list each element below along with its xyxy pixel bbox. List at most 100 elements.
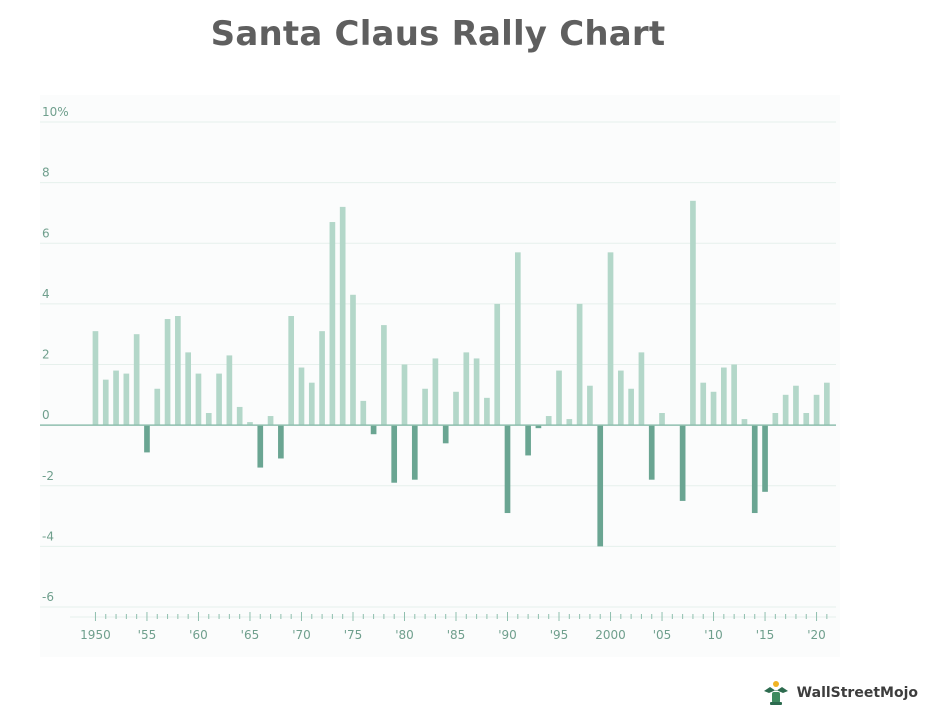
bar-1966 <box>257 425 264 468</box>
x-tick-label: '90 <box>498 628 517 642</box>
bar-1989 <box>494 303 501 426</box>
bar-1959 <box>185 352 191 426</box>
bar-1995 <box>556 370 562 426</box>
bar-1986 <box>463 352 470 426</box>
y-tick-label: 4 <box>42 287 50 301</box>
bar-1976 <box>360 400 367 426</box>
bar-2003 <box>638 352 645 426</box>
bar-2019 <box>803 413 810 426</box>
bar-1958 <box>175 316 181 426</box>
bar-1963 <box>226 355 233 426</box>
bar-1951 <box>102 379 109 426</box>
x-tick-label: '05 <box>653 628 672 642</box>
bar-2007 <box>679 425 686 501</box>
bar-1952 <box>113 370 119 426</box>
bar-1972 <box>319 331 325 426</box>
grid-lines <box>40 121 836 608</box>
x-tick-label: '10 <box>704 628 723 642</box>
bar-1957 <box>164 319 171 426</box>
x-tick-label: '85 <box>447 628 466 642</box>
bar-1978 <box>381 325 387 426</box>
bar-1996 <box>566 419 573 426</box>
y-tick-label: -4 <box>42 529 54 543</box>
bar-1970 <box>298 367 305 426</box>
bar-1990 <box>504 425 511 514</box>
bar-2012 <box>731 364 737 426</box>
bar-2015 <box>762 425 768 492</box>
bar-1983 <box>432 358 439 426</box>
bar-1973 <box>329 222 336 426</box>
bar-2014 <box>751 425 758 514</box>
chart-title: Santa Claus Rally Chart <box>210 14 666 54</box>
bar-1964 <box>236 406 243 426</box>
bar-2020 <box>813 394 820 426</box>
bar-1969 <box>288 316 295 426</box>
bar-1984 <box>442 425 449 444</box>
bar-1968 <box>278 425 284 459</box>
y-tick-label: 0 <box>42 408 50 422</box>
bar-1962 <box>216 373 222 426</box>
x-tick-label: '95 <box>550 628 569 642</box>
y-tick-label: -6 <box>42 590 54 604</box>
x-tick-label: '65 <box>241 628 260 642</box>
bar-1992 <box>525 425 531 456</box>
x-tick-label: '55 <box>138 628 157 642</box>
x-tick-label: '80 <box>395 628 414 642</box>
bar-1998 <box>587 385 593 426</box>
bar-2021 <box>824 382 830 426</box>
bar-1971 <box>308 382 315 426</box>
bar-1999 <box>597 425 604 547</box>
bar-1974 <box>339 206 346 426</box>
x-tick-label: '75 <box>344 628 363 642</box>
bar-2013 <box>741 419 748 426</box>
x-tick-label: 2000 <box>595 628 626 642</box>
y-tick-label: 10% <box>42 105 69 119</box>
bar-2008 <box>690 200 696 426</box>
x-tick-label: '70 <box>292 628 311 642</box>
bar-1987 <box>473 358 480 426</box>
x-tick-label: '20 <box>807 628 826 642</box>
bar-1953 <box>123 373 130 426</box>
bar-1955 <box>144 425 150 453</box>
logo-text: WallStreetMojo <box>796 685 918 701</box>
bar-1961 <box>205 413 212 426</box>
bar-1988 <box>484 397 490 426</box>
wallstreetmojo-logo: WallStreetMojo <box>761 678 918 708</box>
plot-background <box>40 95 840 657</box>
x-axis: 1950 '55 '60 '65 '70 '75 '80 '85 '90 '95 2000 '05 '1… <box>70 612 836 642</box>
bar-1950 <box>92 331 99 426</box>
bar-2017 <box>782 394 789 426</box>
bar-1982 <box>422 388 428 426</box>
bar-2016 <box>772 413 779 426</box>
bar-1981 <box>411 425 418 480</box>
bar-1977 <box>370 425 377 435</box>
bar-2000 <box>607 252 614 426</box>
bar-1954 <box>133 334 140 426</box>
bar-1956 <box>154 388 161 426</box>
bar-2002 <box>628 388 634 426</box>
bar-1967 <box>267 416 274 426</box>
bar-2001 <box>617 370 624 426</box>
bar-2009 <box>700 382 707 426</box>
bar-1975 <box>350 294 356 426</box>
mojo-logo-icon <box>763 681 788 705</box>
y-tick-label: -2 <box>42 469 54 483</box>
bar-1994 <box>545 416 552 426</box>
bar-1979 <box>391 425 398 483</box>
bar-1960 <box>195 373 202 426</box>
bar-1993 <box>535 425 542 429</box>
y-tick-label: 6 <box>42 226 50 240</box>
bar-2010 <box>710 391 717 426</box>
bar-2005 <box>659 413 665 426</box>
bar-2018 <box>793 385 799 426</box>
bar-2011 <box>721 367 727 426</box>
bar-1991 <box>514 252 521 426</box>
bar-1997 <box>576 303 583 426</box>
bars <box>92 200 830 547</box>
x-tick-label: '60 <box>189 628 208 642</box>
y-axis-ticks: 10% 8 6 4 2 0 -2 -4 -6 <box>42 105 69 604</box>
bar-1980 <box>401 364 408 426</box>
x-tick-label: 1950 <box>80 628 111 642</box>
